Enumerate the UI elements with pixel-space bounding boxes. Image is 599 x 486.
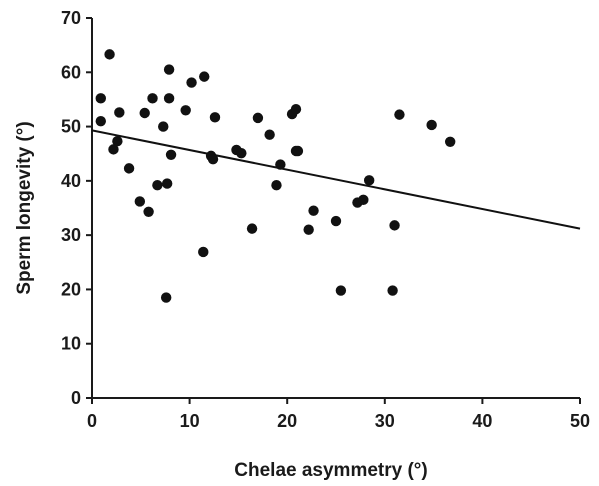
y-tick-label: 0 [71,388,81,408]
data-point [152,180,163,191]
data-point [143,206,154,217]
data-points [95,49,456,303]
data-point [160,292,172,303]
y-tick-label: 50 [61,117,81,137]
data-point [180,105,191,116]
x-tick-label: 10 [180,411,200,431]
data-point [114,107,125,118]
data-point [275,159,286,170]
data-point [134,196,146,207]
x-tick-label: 30 [375,411,395,431]
data-point [264,129,275,140]
data-point [198,246,209,258]
y-ticks: 0 10 20 30 40 50 60 70 [61,8,92,408]
data-point [104,49,115,60]
data-point [335,285,347,296]
trend-line [91,129,581,230]
x-tick-label: 20 [277,411,297,431]
y-axis-title: Sperm longevity (°) [14,121,35,294]
data-point [290,104,302,115]
data-point [358,194,369,206]
data-point [271,180,282,191]
data-point [112,136,123,147]
data-point [303,224,314,235]
y-tick-label: 70 [61,8,81,28]
data-point [95,93,106,104]
data-point [139,107,150,119]
data-point [161,178,173,189]
data-point [147,93,158,104]
data-point [108,144,119,155]
data-point [165,149,177,160]
y-tick-label: 60 [61,62,81,82]
data-point [209,112,221,123]
x-tick-label: 50 [570,411,590,431]
x-axis-title: Chelae asymmetry (°) [234,460,427,481]
x-ticks: 0 10 20 30 40 50 [87,398,590,431]
data-point [444,136,456,147]
data-point [292,145,304,157]
data-point [199,71,210,82]
data-point [330,215,342,227]
data-point [252,112,264,124]
data-point [394,109,405,120]
data-point [389,220,400,231]
data-point [308,205,319,216]
axes [91,18,580,399]
data-point [158,121,169,132]
x-tick-label: 0 [87,411,97,431]
data-point [207,153,219,165]
x-tick-label: 40 [472,411,492,431]
data-point [236,147,247,159]
y-tick-label: 40 [61,171,81,191]
data-point [186,77,197,88]
data-point [387,285,398,296]
data-point [163,64,175,75]
data-point [363,175,375,186]
data-point [95,115,106,127]
y-tick-label: 30 [61,225,81,245]
y-tick-label: 20 [61,279,81,299]
y-tick-label: 10 [61,334,81,354]
data-point [246,223,258,234]
data-point [163,93,175,104]
data-point [123,163,135,174]
data-point [426,119,437,131]
